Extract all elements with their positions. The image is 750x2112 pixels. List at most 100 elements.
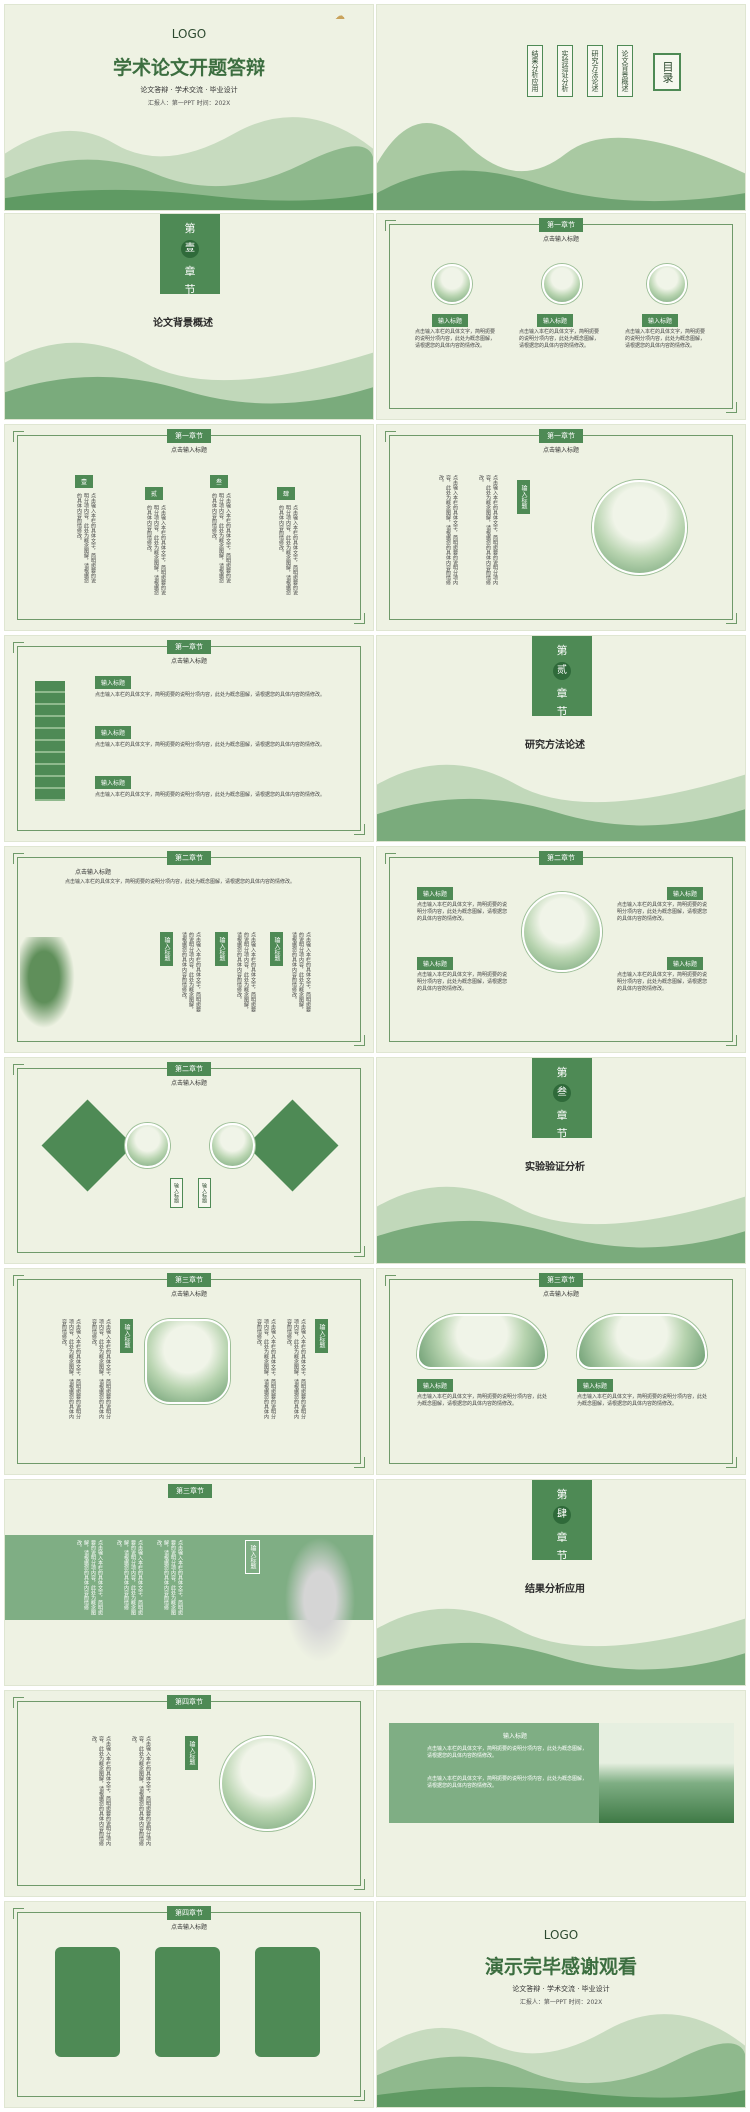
label-button[interactable]: 输入标题 xyxy=(577,1379,614,1392)
circle-image xyxy=(592,480,687,575)
number-label: 叁 xyxy=(210,475,229,488)
label-box[interactable]: 输入标题 xyxy=(170,1178,183,1208)
label-button[interactable]: 输入标题 xyxy=(215,932,228,966)
circle-image xyxy=(125,1123,170,1168)
chapter-tag: 第一章节 xyxy=(167,429,211,443)
section-title: 结果分析应用 xyxy=(525,1584,585,1595)
landscape-image xyxy=(599,1723,734,1823)
slide-chapter-4[interactable]: 第 肆 章 节 结果分析应用 xyxy=(376,1479,746,1686)
frame xyxy=(385,1275,737,1468)
bamboo-illustration xyxy=(20,937,80,1037)
slide-fans[interactable]: 第三章节 点击输入标题 输入标题 点击输入本栏的具体文字，简明扼要的说明分项内容… xyxy=(376,1268,746,1475)
chapter-tag: 第三章节 xyxy=(167,1273,211,1287)
body-text: 点击输入本栏的具体文字，简明扼要的说明分项内容，此处为概念图解，请根据您的具体内… xyxy=(76,1540,103,1615)
hint-title: 点击输入标题 xyxy=(170,1924,208,1931)
mountain-landscape xyxy=(5,117,373,210)
slide-circle-landscape[interactable]: 第一章节 点击输入标题 点击输入本栏的具体文字，简明扼要的说明分项内容，此处为概… xyxy=(376,424,746,631)
body-text: 点击输入本栏的具体文字，简明扼要的说明分项内容，此处为概念图解，请根据您的具体内… xyxy=(417,1394,548,1407)
hint-title: 点击输入标题 xyxy=(170,658,208,665)
slide-toc[interactable]: 目录 论文背景概述 研究方法论述 实验验证分析 结果分析应用 xyxy=(376,4,746,211)
body-text: 点击输入本栏的具体文字，简明扼要的说明分项内容，此处为概念图解，请根据您的具体内… xyxy=(417,902,508,922)
slide-diamonds[interactable]: 第二章节 点击输入标题 输入标题 输入标题 xyxy=(4,1057,374,1264)
circle-image xyxy=(220,1736,315,1831)
label-button[interactable]: 输入标题 xyxy=(667,957,704,970)
toc-item-4[interactable]: 结果分析应用 xyxy=(527,45,543,97)
page-title: 学术论文开题答辩 xyxy=(112,57,265,79)
circle-image xyxy=(542,264,582,304)
body-text: 点击输入本栏的具体文字，简明扼要的说明分项内容，此处为概念图解，请根据您的具体内… xyxy=(278,505,298,595)
toc-item-2[interactable]: 研究方法论述 xyxy=(587,45,603,97)
body-text: 点击输入本栏的具体文字，简明扼要的说明分项内容，此处为概念图解，请根据您的具体内… xyxy=(61,1319,81,1419)
label-button[interactable]: 输入标题 xyxy=(503,1733,528,1740)
slide-three-circles[interactable]: 第一章节 点击输入标题 输入标题 输入标题 输入标题 点击输入本栏的具体文字，简… xyxy=(376,213,746,420)
slide-cover[interactable]: ☁ LOGO 学术论文开题答辩 论文答辩 · 学术交流 · 毕业设计 汇报人：第… xyxy=(4,4,374,211)
body-text: 点击输入本栏的具体文字，简明扼要的说明分项内容，此处为概念图解，请根据您的具体内… xyxy=(156,1540,183,1615)
label-button[interactable]: 输入标题 xyxy=(667,887,704,900)
number-label: 壹 xyxy=(75,475,94,488)
slide-three-cards[interactable]: 第四章节 点击输入标题 xyxy=(4,1901,374,2108)
mountain-landscape xyxy=(377,2014,745,2107)
label-button[interactable]: 输入标题 xyxy=(95,726,132,739)
mountain-landscape xyxy=(377,1186,745,1263)
body-text: 点击输入本栏的具体文字，简明扼要的说明分项内容，此处为概念图解，请根据您的具体内… xyxy=(256,1319,276,1419)
slide-chapter-1[interactable]: 第 壹 章 节 论文背景概述 xyxy=(4,213,374,420)
body-text: 点击输入本栏的具体文字，简明扼要的说明分项内容，此处为概念图解，请根据您的具体内… xyxy=(291,932,311,1012)
label-button[interactable]: 输入标题 xyxy=(642,314,679,327)
body-text: 点击输入本栏的具体文字，简明扼要的说明分项内容，此处为概念图解，请根据您的具体内… xyxy=(415,329,496,349)
quatrefoil-image xyxy=(145,1319,230,1404)
label-button[interactable]: 输入标题 xyxy=(432,314,469,327)
green-block xyxy=(389,1723,599,1823)
label-box[interactable]: 输入标题 xyxy=(245,1540,260,1574)
slide-plant-labels[interactable]: 第二章节 点击输入标题 点击输入本栏的具体文字，简明扼要的说明分项内容，此处为概… xyxy=(4,846,374,1053)
hint-title: 点击输入标题 xyxy=(170,1291,208,1298)
slide-green-block[interactable]: 输入标题 点击输入本栏的具体文字，简明扼要的说明分项内容，此处为概念图解，请根据… xyxy=(376,1690,746,1897)
body-text: 点击输入本栏的具体文字，简明扼要的说明分项内容，此处为概念图解，请根据您的具体内… xyxy=(211,493,231,583)
slide-chapter-2[interactable]: 第 贰 章 节 研究方法论述 xyxy=(376,635,746,842)
toc-item-1[interactable]: 论文背景概述 xyxy=(617,45,633,97)
fan-image xyxy=(577,1314,707,1369)
slide-center-circle[interactable]: 第二章节 输入标题 点击输入本栏的具体文字，简明扼要的说明分项内容，此处为概念图… xyxy=(376,846,746,1053)
body-text: 点击输入本栏的具体文字，简明扼要的说明分项内容，此处为概念图解，请根据您的具体内… xyxy=(91,1319,111,1419)
subtitle: 论文答辩 · 学术交流 · 毕业设计 xyxy=(140,86,238,94)
subtitle: 论文答辩 · 学术交流 · 毕业设计 xyxy=(512,1985,610,1993)
slide-four-columns[interactable]: 第一章节 点击输入标题 壹 点击输入本栏的具体文字，简明扼要的说明分项内容，此处… xyxy=(4,424,374,631)
label-button[interactable]: 输入标题 xyxy=(120,1319,133,1353)
number-label: 肆 xyxy=(277,487,296,500)
label-button[interactable]: 输入标题 xyxy=(417,957,454,970)
circle-image xyxy=(647,264,687,304)
slide-quatrefoil[interactable]: 第三章节 点击输入标题 点击输入本栏的具体文字，简明扼要的说明分项内容，此处为概… xyxy=(4,1268,374,1475)
slide-circle-right[interactable]: 第四章节 点击输入本栏的具体文字，简明扼要的说明分项内容，此处为概念图解，请根据… xyxy=(4,1690,374,1897)
label-button[interactable]: 输入标题 xyxy=(160,932,173,966)
label-button[interactable]: 输入标题 xyxy=(537,314,574,327)
label-button[interactable]: 输入标题 xyxy=(270,932,283,966)
circle-image xyxy=(210,1123,255,1168)
hint-title: 点击输入标题 xyxy=(542,1291,580,1298)
body-text: 点击输入本栏的具体文字，简明扼要的说明分项内容，此处为概念图解，请根据您的具体内… xyxy=(76,493,96,583)
label-button[interactable]: 输入标题 xyxy=(315,1319,328,1353)
slide-list-labels[interactable]: 第一章节 点击输入标题 输入标题 点击输入本栏的具体文字，简明扼要的说明分项内容… xyxy=(4,635,374,842)
fan-image xyxy=(417,1314,547,1369)
toc-item-3[interactable]: 实验验证分析 xyxy=(557,45,573,97)
section-title: 论文背景概述 xyxy=(153,318,213,329)
label-button[interactable]: 输入标题 xyxy=(185,1736,198,1770)
label-button[interactable]: 输入标题 xyxy=(95,676,132,689)
hint-title: 点击输入标题 xyxy=(170,447,208,454)
cloud-icon: ☁ xyxy=(335,11,345,22)
section-title: 实验验证分析 xyxy=(525,1162,585,1173)
logo: LOGO xyxy=(543,1928,579,1942)
label-button[interactable]: 输入标题 xyxy=(95,776,132,789)
slide-crane-band[interactable]: 第三章节 点击输入本栏的具体文字，简明扼要的说明分项内容，此处为概念图解，请根据… xyxy=(4,1479,374,1686)
card xyxy=(155,1947,220,2057)
slide-chapter-3[interactable]: 第 叁 章 节 实验验证分析 xyxy=(376,1057,746,1264)
mountain-landscape xyxy=(5,342,373,419)
slide-thanks[interactable]: LOGO 演示完毕感谢观看 论文答辩 · 学术交流 · 毕业设计 汇报人：第一P… xyxy=(376,1901,746,2108)
circle-image xyxy=(522,892,602,972)
label-button[interactable]: 输入标题 xyxy=(417,1379,454,1392)
chapter-tag: 第二章节 xyxy=(167,1062,211,1076)
label-button[interactable]: 输入标题 xyxy=(517,480,530,514)
chapter-banner: 第 壹 章 节 xyxy=(160,214,220,296)
body-text: 点击输入本栏的具体文字，简明扼要的说明分项内容，此处为概念图解，请根据您的具体内… xyxy=(478,475,498,585)
label-box[interactable]: 输入标题 xyxy=(198,1178,211,1208)
label-button[interactable]: 输入标题 xyxy=(417,887,454,900)
chapter-tag: 第三章节 xyxy=(539,1273,583,1287)
